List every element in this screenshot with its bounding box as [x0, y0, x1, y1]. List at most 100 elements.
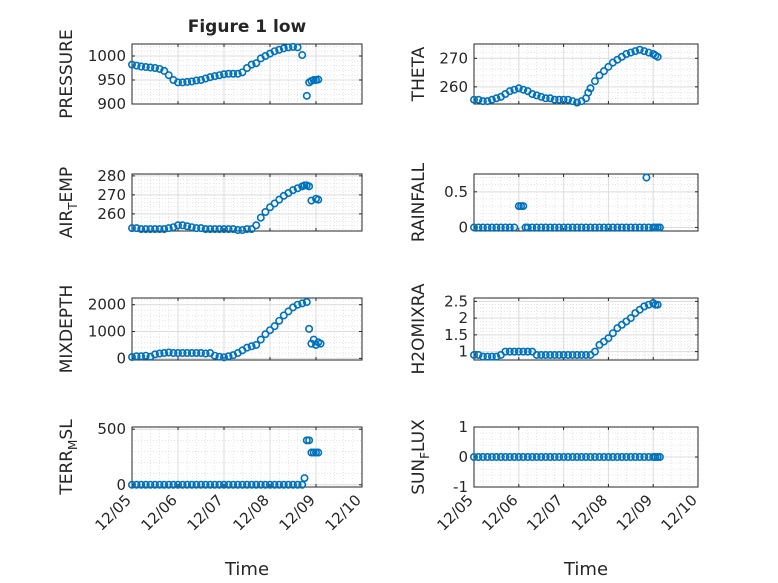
axes-box — [473, 173, 699, 232]
data-point — [501, 452, 510, 461]
data-point — [128, 353, 137, 362]
data-point — [642, 173, 651, 182]
data-point — [523, 347, 532, 356]
data-point — [568, 97, 577, 106]
data-point — [243, 480, 252, 489]
y-tick-label: 0 — [116, 349, 126, 367]
data-point — [302, 298, 311, 307]
data-point — [505, 223, 514, 232]
data-point — [653, 52, 662, 61]
data-point — [270, 199, 279, 208]
data-point — [631, 452, 640, 461]
data-point — [559, 223, 568, 232]
axes-box — [131, 43, 363, 105]
data-point — [595, 71, 604, 80]
data-point — [305, 182, 314, 191]
x-tick-label: 12/07 — [184, 491, 227, 534]
data-point — [595, 452, 604, 461]
data-point — [483, 452, 492, 461]
data-point — [155, 349, 164, 358]
data-point — [519, 202, 528, 211]
data-point — [510, 85, 519, 94]
data-point — [151, 225, 160, 234]
data-point — [626, 314, 635, 323]
data-point — [178, 78, 187, 87]
data-point — [197, 224, 206, 233]
data-point — [238, 226, 247, 235]
data-point — [284, 43, 293, 52]
data-point — [174, 480, 183, 489]
data-point — [224, 69, 233, 78]
data-point — [270, 322, 279, 331]
data-point — [132, 352, 141, 361]
data-point — [132, 224, 141, 233]
data-point — [229, 480, 238, 489]
data-point — [220, 225, 229, 234]
data-point — [247, 225, 256, 234]
y-tick-label: 950 — [97, 71, 126, 89]
y-tick-label: 1000 — [88, 323, 126, 341]
data-point — [132, 61, 141, 70]
data-point — [469, 95, 478, 104]
data-point — [532, 350, 541, 359]
data-point — [546, 350, 555, 359]
data-point — [577, 223, 586, 232]
y-tick-label: 1 — [458, 418, 468, 436]
data-point — [586, 84, 595, 93]
data-point — [293, 300, 302, 309]
data-point — [564, 95, 573, 104]
y-tick-label: 2000 — [88, 296, 126, 314]
data-point — [626, 223, 635, 232]
data-point — [483, 97, 492, 106]
data-point — [238, 68, 247, 77]
data-point — [164, 480, 173, 489]
data-point — [559, 95, 568, 104]
data-point — [146, 480, 155, 489]
data-point — [532, 91, 541, 100]
y-tick-label: 1 — [458, 343, 468, 361]
y-tick-label: 0 — [458, 218, 468, 236]
data-point — [279, 44, 288, 53]
data-point — [252, 221, 261, 230]
x-tick-label: 12/08 — [568, 491, 611, 534]
data-point — [640, 47, 649, 56]
data-point — [178, 349, 187, 358]
data-point — [261, 480, 270, 489]
x-tick-label: 12/07 — [523, 491, 566, 534]
data-point — [233, 226, 242, 235]
series-theta — [469, 45, 662, 107]
data-point — [146, 63, 155, 72]
data-point — [314, 448, 323, 457]
data-point — [640, 223, 649, 232]
data-point — [164, 224, 173, 233]
data-point — [247, 480, 256, 489]
data-point — [559, 452, 568, 461]
series-terrmsl — [128, 436, 323, 489]
data-point — [206, 225, 215, 234]
data-point — [275, 45, 284, 54]
data-point — [469, 452, 478, 461]
data-point — [487, 352, 496, 361]
data-point — [590, 223, 599, 232]
data-point — [252, 59, 261, 68]
data-point — [635, 45, 644, 54]
data-point — [243, 225, 252, 234]
axes-pressure: 900 950 1000 PRESSURE Figure 1 low — [57, 17, 363, 119]
data-point — [501, 223, 510, 232]
data-point — [555, 95, 564, 104]
data-point — [128, 480, 137, 489]
data-point — [474, 95, 483, 104]
y-axis-label: THETA — [409, 46, 429, 102]
data-point — [210, 351, 219, 360]
y-tick-label: 0 — [116, 476, 126, 494]
data-point — [483, 223, 492, 232]
data-point — [532, 223, 541, 232]
data-point — [608, 223, 617, 232]
y-tick-label: -1 — [453, 478, 468, 496]
data-point — [631, 223, 640, 232]
data-point — [155, 480, 164, 489]
axes-mixdepth: 0 1000 2000 MIXDEPTH — [57, 285, 363, 373]
data-point — [487, 223, 496, 232]
data-point — [541, 350, 550, 359]
